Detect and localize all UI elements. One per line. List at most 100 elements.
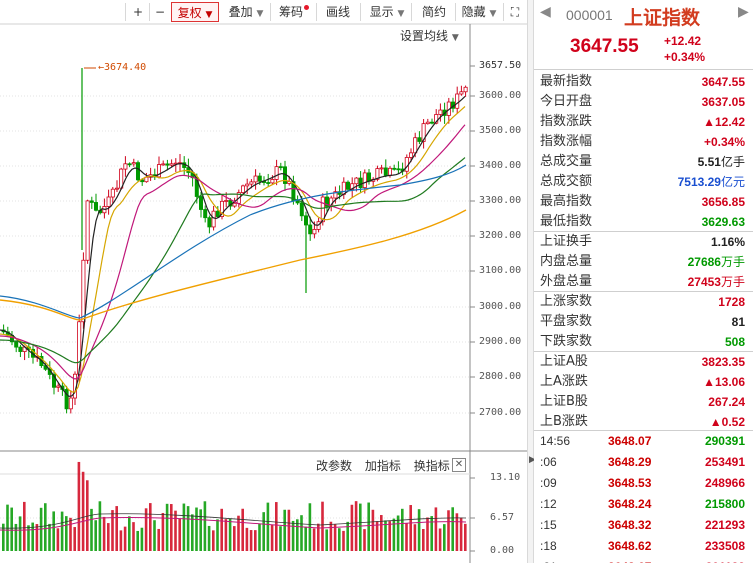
simple-mode-button[interactable]: 简约 (421, 5, 446, 19)
quote-unit: 亿手 (720, 155, 745, 169)
quote-label: 最低指数 (540, 214, 593, 229)
quote-row: 上证A股 3823.35 (534, 352, 753, 372)
ma30-line (0, 157, 466, 364)
volume-bar (438, 528, 442, 551)
add-indicator-button[interactable]: 加指标 (364, 459, 401, 473)
volume-bar (94, 520, 97, 551)
quote-row: 内盘总量 27686万手 (534, 252, 753, 272)
draw-line-button[interactable]: 画线 (325, 5, 350, 19)
overlay-dropdown[interactable]: 叠加 ▼ (224, 2, 268, 22)
price-tick-label: 3300.00 (479, 195, 522, 206)
tick-time: :21 (540, 557, 557, 563)
volume-bar (258, 524, 261, 551)
quote-row: 上证B股 267.24 (534, 392, 753, 412)
quote-value: 1728 (718, 292, 745, 312)
toolbar-divider (411, 3, 412, 21)
candle-body (203, 209, 208, 219)
quote-row: 总成交额 7513.29亿元 (534, 172, 753, 192)
quote-label: 指数涨幅 (540, 134, 593, 149)
caret-down-icon: ▼ (205, 10, 213, 20)
volume-bar (422, 528, 425, 551)
price-tick-label: 2800.00 (479, 371, 522, 382)
panel-splitter[interactable]: ▶ (527, 0, 536, 563)
volume-bar (203, 501, 207, 551)
toolbar-divider (316, 3, 317, 21)
close-icon[interactable]: ✕ (452, 458, 466, 472)
candle-body (270, 179, 275, 184)
prev-stock-icon[interactable]: ◀ (540, 4, 551, 20)
candle-body (52, 374, 57, 388)
candle-body (366, 172, 371, 182)
collapse-arrow-icon[interactable]: ▶ (529, 455, 536, 465)
chips-button[interactable]: 筹码 (275, 2, 313, 22)
volume-bar (191, 514, 194, 551)
candle-body (115, 187, 120, 190)
toolbar-divider (270, 3, 271, 21)
quote-label: 下跌家数 (540, 334, 593, 349)
quote-value: 3647.55 (702, 72, 745, 92)
zoom-in-button[interactable]: + (132, 5, 144, 19)
volume-bar (325, 529, 328, 551)
quote-row: 平盘家数 81 (534, 312, 753, 332)
next-stock-icon[interactable]: ▶ (738, 4, 749, 20)
quote-header: ◀ 000001 上证指数 ▶ 3647.55 +12.42 +0.34% (534, 0, 753, 68)
candle-body (417, 137, 422, 142)
quote-label: 上证换手 (540, 234, 593, 249)
quote-number: 1728 (718, 295, 745, 309)
volume-bar (426, 517, 429, 551)
volume-bar (52, 511, 55, 551)
volume-bar (220, 508, 223, 551)
candle-body (253, 175, 258, 183)
zoom-out-button[interactable]: − (154, 5, 166, 19)
volume-bar (115, 506, 118, 551)
volume-bar (287, 509, 291, 551)
candle-body (215, 210, 220, 217)
edit-params-button[interactable]: 改参数 (316, 459, 353, 473)
tick-volume: 221293 (704, 518, 745, 532)
candle-body (379, 167, 384, 170)
volume-bar (434, 507, 438, 551)
ma20-line (0, 124, 466, 380)
hide-dropdown[interactable]: 隐藏 ▼ (457, 2, 501, 22)
candle-body (198, 196, 203, 210)
price-tick-label: 2900.00 (479, 336, 522, 347)
quote-value: 3656.85 (702, 192, 745, 212)
volume-bar (346, 521, 349, 551)
quote-value: 27686万手 (688, 252, 745, 272)
candle-body (240, 185, 245, 193)
quote-unit: 万手 (720, 255, 745, 269)
tick-time: :12 (540, 497, 557, 511)
kline-svg[interactable] (0, 0, 527, 563)
quote-number: 3656.85 (701, 195, 745, 209)
tick-row: :06 3648.29 253491 (534, 452, 753, 473)
tick-price: 3648.32 (608, 518, 652, 532)
stock-code: 000001 (566, 7, 613, 23)
ma120-line (0, 209, 467, 321)
candle-body (219, 200, 224, 217)
quote-label: 上涨家数 (540, 294, 593, 309)
volume-bar (329, 521, 333, 551)
quote-number: 267.24 (708, 395, 745, 409)
kline-chart-area[interactable]: + − 复权 ▼ 叠加 ▼ 筹码 画线 显示 ▼ 简约 隐藏 ▼ ⛶ 设置均线 … (0, 0, 527, 563)
quote-row: 上B涨跌 ▲0.52 (534, 412, 753, 432)
tick-time: :06 (540, 455, 557, 469)
quote-value: 508 (725, 332, 745, 352)
ma-setting-dropdown[interactable]: 设置均线 ▼ (400, 27, 459, 44)
candle-body (463, 86, 468, 93)
candle-body (110, 188, 115, 198)
quote-row: 指数涨跌 ▲12.42 (534, 112, 753, 132)
volume-bar (128, 516, 131, 551)
volume-bar (98, 501, 102, 551)
volume-bar (384, 520, 387, 551)
candle-body (245, 183, 250, 187)
candle-body (354, 177, 359, 185)
fullscreen-icon[interactable]: ⛶ (510, 5, 520, 19)
volume-bar (396, 515, 400, 551)
volume-bar (254, 530, 257, 551)
stock-name: 上证指数 (624, 7, 701, 29)
quote-value: 81 (732, 312, 745, 332)
toolbar-divider (455, 3, 456, 21)
switch-indicator-button[interactable]: 换指标 (413, 459, 450, 473)
display-dropdown[interactable]: 显示 ▼ (365, 2, 409, 22)
fuquan-dropdown[interactable]: 复权 ▼ (171, 2, 219, 22)
